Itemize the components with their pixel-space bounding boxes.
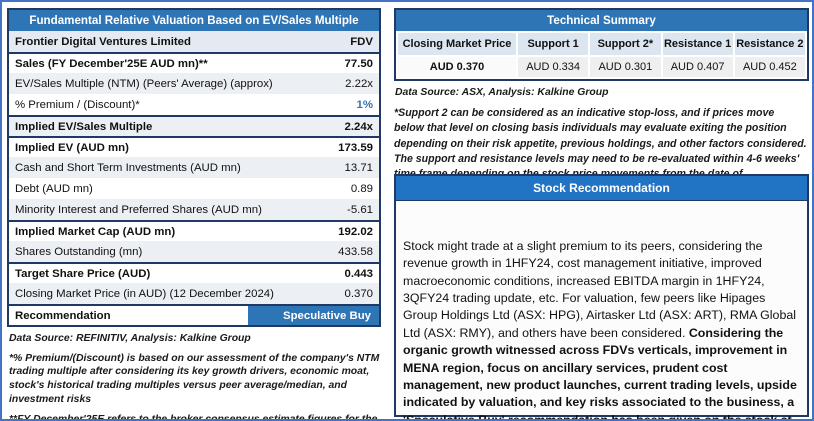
value-closing-price: AUD 0.370 bbox=[398, 57, 516, 77]
row-label: Target Share Price (AUD) bbox=[15, 267, 151, 280]
table-row-minority-interest: Minority Interest and Preferred Shares (… bbox=[9, 199, 379, 220]
stock-recommendation-box: Stock Recommendation Stock might trade a… bbox=[394, 174, 809, 419]
table-row-debt: Debt (AUD mn) 0.89 bbox=[9, 178, 379, 199]
row-value: 173.59 bbox=[338, 141, 373, 154]
row-label: % Premium / (Discount)* bbox=[15, 98, 140, 111]
table-row-premium-discount: % Premium / (Discount)* 1% bbox=[9, 94, 379, 115]
row-value: 0.89 bbox=[350, 182, 373, 195]
row-value: -5.61 bbox=[347, 203, 373, 216]
row-label: Minority Interest and Preferred Shares (… bbox=[15, 203, 262, 216]
row-value: 433.58 bbox=[338, 245, 373, 258]
recommendation-text-regular: Stock might trade at a slight premium to… bbox=[403, 239, 796, 340]
technical-panel: Technical Summary Closing Market Price S… bbox=[394, 8, 809, 198]
table-row-shares-outstanding: Shares Outstanding (mn) 433.58 bbox=[9, 241, 379, 262]
table-row-ev-sales-multiple-peers: EV/Sales Multiple (NTM) (Peers' Average)… bbox=[9, 73, 379, 94]
row-label: Sales (FY December'25E AUD mn)** bbox=[15, 57, 208, 70]
valuation-panel: Fundamental Relative Valuation Based on … bbox=[7, 8, 381, 421]
col-header-support-1: Support 1 bbox=[518, 33, 589, 55]
technical-summary-grid: Closing Market Price Support 1 Support 2… bbox=[396, 31, 807, 79]
row-value: 192.02 bbox=[338, 225, 373, 238]
row-label: Frontier Digital Ventures Limited bbox=[15, 35, 191, 48]
row-label: Shares Outstanding (mn) bbox=[15, 245, 143, 258]
table-row-company: Frontier Digital Ventures Limited FDV bbox=[9, 31, 379, 52]
value-support-2: AUD 0.301 bbox=[590, 57, 661, 77]
row-value: 77.50 bbox=[344, 57, 373, 70]
row-value: 13.71 bbox=[344, 161, 373, 174]
technical-summary-title: Technical Summary bbox=[396, 10, 807, 31]
table-row-recommendation: Recommendation Speculative Buy bbox=[9, 304, 379, 325]
row-label: Closing Market Price (in AUD) (12 Decemb… bbox=[15, 287, 274, 300]
col-header-resistance-1: Resistance 1 bbox=[662, 33, 733, 55]
valuation-footnotes: Data Source: REFINITIV, Analysis: Kalkin… bbox=[7, 332, 381, 421]
row-value: FDV bbox=[350, 35, 373, 48]
row-value: 2.24x bbox=[344, 120, 373, 133]
valuation-table-title: Fundamental Relative Valuation Based on … bbox=[9, 10, 379, 31]
technical-source: Data Source: ASX, Analysis: Kalkine Grou… bbox=[395, 87, 609, 98]
table-row-cash: Cash and Short Term Investments (AUD mn)… bbox=[9, 157, 379, 178]
valuation-table: Fundamental Relative Valuation Based on … bbox=[7, 8, 381, 327]
table-row-implied-ev: Implied EV (AUD mn) 173.59 bbox=[9, 136, 379, 157]
stock-recommendation-body: Stock might trade at a slight premium to… bbox=[396, 201, 807, 421]
row-label: EV/Sales Multiple (NTM) (Peers' Average)… bbox=[15, 77, 273, 90]
row-label: Implied EV/Sales Multiple bbox=[15, 120, 153, 133]
value-resistance-1: AUD 0.407 bbox=[662, 57, 733, 77]
recommendation-badge: Speculative Buy bbox=[248, 306, 379, 325]
row-value: 0.370 bbox=[344, 287, 373, 300]
col-header-closing-price: Closing Market Price bbox=[398, 33, 516, 55]
technical-summary-table: Technical Summary Closing Market Price S… bbox=[394, 8, 809, 81]
table-row-implied-market-cap: Implied Market Cap (AUD mn) 192.02 bbox=[9, 220, 379, 241]
row-value: 0.443 bbox=[344, 267, 373, 280]
row-label: Implied EV (AUD mn) bbox=[15, 141, 129, 154]
table-row-target-price: Target Share Price (AUD) 0.443 bbox=[9, 262, 379, 283]
recommendation-text-bold: Considering the organic growth witnessed… bbox=[403, 325, 797, 421]
col-header-support-2: Support 2* bbox=[590, 33, 661, 55]
stock-recommendation-title: Stock Recommendation bbox=[396, 176, 807, 201]
valuation-source: Data Source: REFINITIV, Analysis: Kalkin… bbox=[9, 333, 251, 344]
row-label: Cash and Short Term Investments (AUD mn) bbox=[15, 161, 241, 174]
row-label: Debt (AUD mn) bbox=[15, 182, 93, 195]
table-row-closing-price: Closing Market Price (in AUD) (12 Decemb… bbox=[9, 283, 379, 304]
table-row-sales: Sales (FY December'25E AUD mn)** 77.50 bbox=[9, 52, 379, 73]
row-value-premium: 1% bbox=[356, 98, 373, 111]
valuation-footnote-premium: *% Premium/(Discount) is based on our as… bbox=[9, 352, 380, 405]
value-resistance-2: AUD 0.452 bbox=[734, 57, 805, 77]
valuation-footnote-fy25: **FY December'25E refers to the broker c… bbox=[9, 413, 378, 421]
value-support-1: AUD 0.334 bbox=[518, 57, 589, 77]
table-row-implied-ev-sales: Implied EV/Sales Multiple 2.24x bbox=[9, 115, 379, 136]
row-value: 2.22x bbox=[345, 77, 373, 90]
support2-note: *Support 2 can be considered as an indic… bbox=[394, 107, 807, 196]
row-label: Implied Market Cap (AUD mn) bbox=[15, 225, 176, 238]
col-header-resistance-2: Resistance 2 bbox=[734, 33, 805, 55]
row-label: Recommendation bbox=[15, 309, 111, 322]
